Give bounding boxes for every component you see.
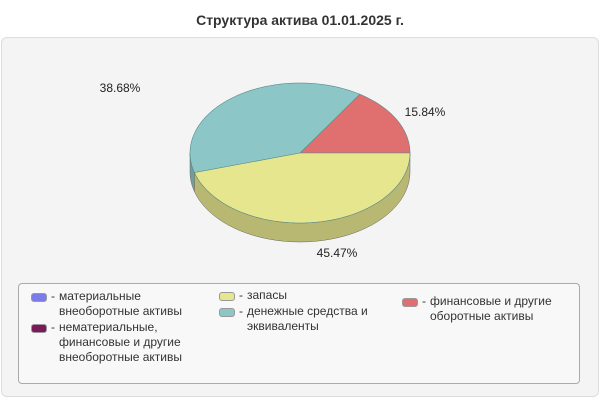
pie-slice <box>299 93 411 154</box>
legend-label: материальные внеоборотные активы <box>59 289 182 318</box>
legend-swatch <box>31 293 47 302</box>
legend-label: денежные средства и эквиваленты <box>247 304 368 333</box>
legend-swatch <box>31 324 47 333</box>
legend-item: - материальные внеоборотные активы <box>31 289 211 319</box>
legend-swatch <box>402 298 418 307</box>
data-label: 15.84% <box>405 105 446 119</box>
pie-slice <box>189 82 361 173</box>
data-label: 45.47% <box>317 246 358 260</box>
legend-swatch <box>219 308 235 317</box>
data-label: 38.68% <box>100 81 141 95</box>
legend-label: финансовые и другие оборотные активы <box>430 294 552 323</box>
legend: - материальные внеоборотные активы - немат… <box>18 283 580 384</box>
legend-item: - финансовые и другие оборотные активы <box>402 294 572 324</box>
legend-swatch <box>219 292 235 301</box>
legend-label: нематериальные, финансовые и другие внео… <box>59 320 182 364</box>
legend-item: - запасы <box>219 288 394 303</box>
chart-title: Структура актива 01.01.2025 г. <box>196 12 404 28</box>
pie-slice <box>193 152 411 224</box>
legend-item: - нематериальные, финансовые и другие вне… <box>31 320 211 365</box>
legend-label: запасы <box>247 288 287 302</box>
legend-item: - денежные средства и эквиваленты <box>219 304 394 334</box>
